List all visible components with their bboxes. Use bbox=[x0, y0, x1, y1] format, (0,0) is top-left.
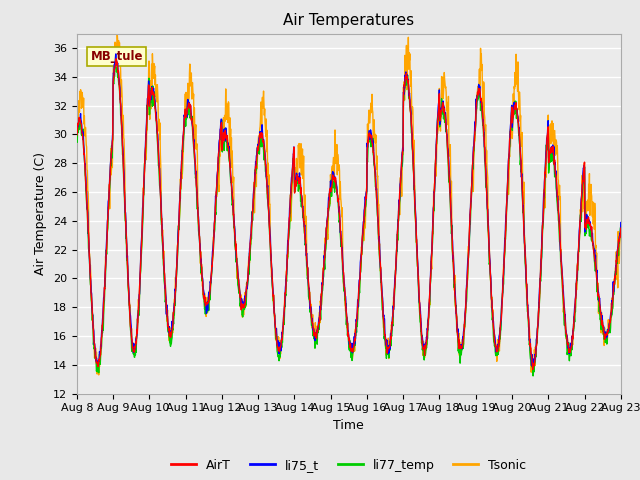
Tsonic bbox=[195, 217, 202, 223]
li77_temp bbox=[255, 140, 263, 146]
Tsonic bbox=[434, 129, 442, 135]
Tsonic bbox=[505, 181, 513, 187]
AirT bbox=[112, 56, 120, 61]
li75_t bbox=[434, 117, 442, 122]
li77_temp bbox=[195, 217, 202, 223]
X-axis label: Time: Time bbox=[333, 419, 364, 432]
li75_t bbox=[112, 51, 120, 57]
li75_t bbox=[195, 212, 202, 217]
li75_t bbox=[181, 110, 189, 116]
li77_temp bbox=[617, 224, 625, 230]
Tsonic bbox=[255, 133, 263, 139]
Text: MB_tule: MB_tule bbox=[90, 50, 143, 63]
Line: Tsonic: Tsonic bbox=[77, 34, 621, 375]
AirT bbox=[553, 187, 561, 192]
AirT bbox=[505, 158, 513, 164]
li75_t bbox=[73, 131, 81, 136]
AirT bbox=[255, 141, 263, 146]
Title: Air Temperatures: Air Temperatures bbox=[284, 13, 414, 28]
AirT bbox=[617, 225, 625, 231]
li77_temp bbox=[505, 166, 513, 171]
Tsonic bbox=[73, 130, 81, 136]
AirT bbox=[434, 122, 442, 128]
Tsonic bbox=[182, 91, 189, 97]
li75_t bbox=[255, 135, 263, 141]
li75_t bbox=[505, 156, 513, 162]
li75_t bbox=[617, 220, 625, 226]
li75_t bbox=[553, 190, 561, 196]
Y-axis label: Air Temperature (C): Air Temperature (C) bbox=[35, 152, 47, 275]
Line: li77_temp: li77_temp bbox=[77, 61, 621, 376]
Line: li75_t: li75_t bbox=[77, 54, 621, 365]
li77_temp bbox=[434, 118, 442, 124]
Tsonic bbox=[113, 31, 121, 37]
Tsonic bbox=[95, 372, 102, 378]
AirT bbox=[73, 132, 81, 138]
li77_temp bbox=[529, 373, 537, 379]
Line: AirT: AirT bbox=[77, 59, 621, 370]
AirT bbox=[195, 212, 202, 218]
AirT bbox=[529, 367, 536, 372]
li75_t bbox=[528, 362, 536, 368]
Tsonic bbox=[617, 229, 625, 235]
li77_temp bbox=[73, 137, 81, 143]
li77_temp bbox=[112, 59, 120, 64]
AirT bbox=[181, 110, 189, 116]
li77_temp bbox=[181, 113, 189, 119]
Legend: AirT, li75_t, li77_temp, Tsonic: AirT, li75_t, li77_temp, Tsonic bbox=[166, 454, 531, 477]
Tsonic bbox=[553, 151, 561, 157]
li77_temp bbox=[553, 197, 561, 203]
